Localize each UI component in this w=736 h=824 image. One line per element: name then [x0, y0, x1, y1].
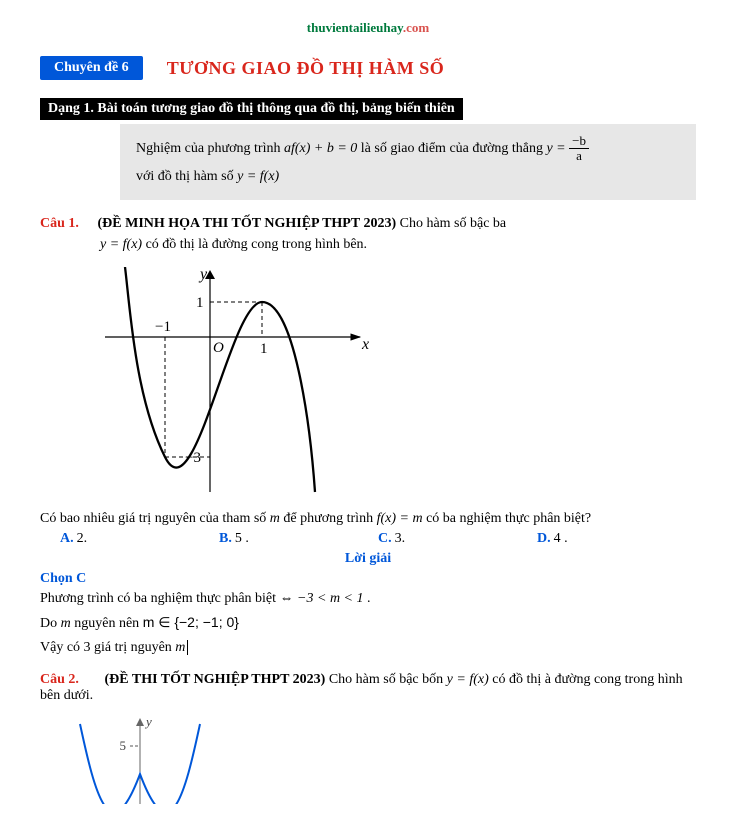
- var-m: m: [61, 616, 71, 631]
- text: .: [367, 591, 371, 606]
- solution-line-2: Do m nguyên nên m ∈ {−2; −1; 0}: [40, 611, 696, 636]
- answer-C: C.3.: [378, 531, 537, 547]
- eq: −3 < m < 1: [297, 591, 363, 606]
- eq: f(x) = m: [377, 511, 423, 526]
- answer-B: B.5 .: [219, 531, 378, 547]
- x-axis-label: x: [361, 336, 369, 353]
- eq: y = f(x): [100, 237, 142, 252]
- page: thuvientailieuhay.com Chuyên đề 6 TƯƠNG …: [0, 0, 736, 824]
- note-text: là số giao điểm của đường thẳng: [361, 141, 547, 156]
- y-tick-5: 5: [120, 738, 127, 753]
- note-y: y =: [546, 141, 569, 156]
- site-name-part2: .com: [403, 20, 429, 35]
- var-m: m: [270, 511, 280, 526]
- solution-line-3: Vậy có 3 giá trị nguyên m: [40, 636, 696, 660]
- neg1-label: −1: [155, 319, 171, 335]
- ans-label-B: B.: [219, 531, 232, 546]
- set: m ∈ {−2; −1; 0}: [143, 614, 239, 630]
- note-eq2: y = f(x): [237, 169, 279, 184]
- text: Có bao nhiêu giá trị nguyên của tham số: [40, 511, 270, 526]
- text: Vậy có 3 giá trị nguyên: [40, 640, 175, 655]
- note-box: Nghiệm của phương trình af(x) + b = 0 là…: [120, 124, 696, 200]
- text: có ba nghiệm thực phân biệt?: [426, 511, 591, 526]
- ans-val-B: 5 .: [235, 531, 249, 546]
- title-row: Chuyên đề 6 TƯƠNG GIAO ĐỒ THỊ HÀM SỐ: [40, 56, 696, 80]
- section-heading: Dạng 1. Bài toán tương giao đồ thị thông…: [40, 98, 696, 124]
- frac-den: a: [569, 149, 589, 163]
- answer-D: D.4 .: [537, 531, 696, 547]
- question-source: (ĐỀ THI TỐT NGHIỆP THPT 2023): [105, 672, 326, 687]
- answer-A: A.2.: [60, 531, 219, 547]
- ans-label-D: D.: [537, 531, 551, 546]
- note-text: với đồ thị hàm số: [136, 169, 237, 184]
- question-label: Câu 2.: [40, 672, 94, 688]
- quartic-graph-svg: y 5: [40, 714, 240, 804]
- page-title: TƯƠNG GIAO ĐỒ THỊ HÀM SỐ: [167, 58, 445, 79]
- loigiai-heading: Lời giải: [40, 551, 696, 567]
- question-label: Câu 1.: [40, 216, 94, 232]
- one-label: 1: [260, 341, 268, 357]
- ans-val-D: 4 .: [554, 531, 568, 546]
- site-header: thuvientailieuhay.com: [40, 20, 696, 36]
- answer-row: A.2. B.5 . C.3. D.4 .: [60, 531, 696, 547]
- text: Do: [40, 616, 61, 631]
- var-m: m: [175, 640, 185, 655]
- text: nguyên nên: [74, 616, 142, 631]
- text: Phương trình có ba nghiệm thực phân biệt…: [40, 591, 297, 606]
- fraction: −b a: [569, 134, 589, 164]
- topic-badge: Chuyên đề 6: [40, 56, 143, 80]
- text: để phương trình: [283, 511, 376, 526]
- ans-label-C: C.: [378, 531, 392, 546]
- question-text-line2: y = f(x) có đồ thị là đường cong trong h…: [100, 232, 696, 257]
- ans-val-A: 2.: [77, 531, 88, 546]
- solution-line-1: Phương trình có ba nghiệm thực phân biệt…: [40, 587, 696, 611]
- frac-num: −b: [569, 134, 589, 149]
- cubic-graph-svg: y x O −1 1 1 −3: [100, 267, 380, 497]
- chon-answer: Chọn C: [40, 571, 696, 587]
- question-source: (ĐỀ MINH HỌA THI TỐT NGHIỆP THPT 2023): [98, 216, 397, 231]
- ans-val-C: 3.: [395, 531, 406, 546]
- y-axis-label: y: [144, 714, 152, 729]
- text: Cho hàm số bậc bốn: [329, 672, 447, 687]
- note-eq1: af(x) + b = 0: [284, 141, 357, 156]
- ans-label-A: A.: [60, 531, 74, 546]
- origin-label: O: [213, 340, 224, 356]
- question-2: Câu 2. (ĐỀ THI TỐT NGHIỆP THPT 2023) Cho…: [40, 672, 696, 704]
- question-1: Câu 1. (ĐỀ MINH HỌA THI TỐT NGHIỆP THPT …: [40, 216, 696, 257]
- graph-1: y x O −1 1 1 −3: [100, 267, 696, 497]
- note-text: Nghiệm của phương trình: [136, 141, 284, 156]
- graph-2: y 5: [40, 714, 696, 804]
- eq: y = f(x): [447, 672, 489, 687]
- text: có đồ thị là đường cong trong hình bên.: [146, 237, 367, 252]
- site-name-part1: thuvientailieuhay: [307, 20, 403, 35]
- question-text: Cho hàm số bậc ba: [400, 216, 507, 231]
- dang-label: Dạng 1. Bài toán tương giao đồ thị thông…: [40, 98, 463, 120]
- y1-label: 1: [196, 295, 204, 311]
- y-axis-label: y: [198, 267, 208, 283]
- question-1-prompt: Có bao nhiêu giá trị nguyên của tham số …: [40, 507, 696, 531]
